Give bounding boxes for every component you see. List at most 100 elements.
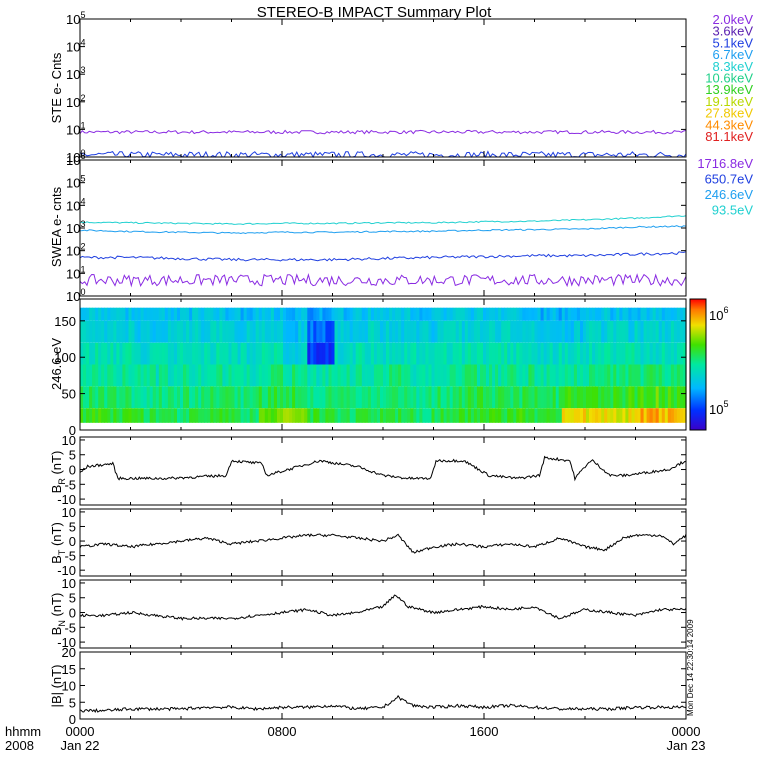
pad-cell [367, 408, 372, 423]
pad-cell [434, 342, 439, 365]
pad-cell [161, 342, 166, 365]
pad-cell [183, 320, 187, 343]
pad-cell [410, 342, 414, 365]
pad-cell [452, 320, 457, 343]
pad-cell [283, 364, 287, 387]
pad-cell [140, 342, 145, 365]
pad-cell [407, 307, 411, 321]
pad-cell [540, 364, 545, 387]
ste-legend-item: 6.7keV [713, 47, 754, 62]
pad-cell [204, 408, 208, 423]
pad-cell [352, 342, 357, 365]
pad-cell [207, 342, 211, 365]
pad-cell [561, 342, 566, 365]
pad-cell [661, 307, 666, 321]
bmag-ylabel: |B| (nT) [49, 665, 64, 708]
pad-cell [183, 364, 187, 387]
pad-cell [155, 364, 160, 387]
pad-cell [325, 307, 329, 321]
pad-cell [292, 408, 296, 423]
pad-cell [364, 307, 369, 321]
pad-cell [573, 320, 578, 343]
pad-cell [480, 307, 484, 321]
pad-cell [486, 408, 490, 423]
pad-cell [131, 307, 136, 321]
pad-cell [301, 342, 305, 365]
pad-cell [434, 320, 439, 343]
pad-cell [546, 307, 551, 321]
pad-cell [555, 408, 560, 423]
pad-cell [86, 408, 90, 423]
pad-cell [310, 342, 314, 365]
pad-cell [83, 364, 87, 387]
pad-cell [486, 320, 490, 343]
pad-cell [613, 342, 617, 365]
pad-cell [598, 320, 602, 343]
pad-cell [604, 386, 608, 409]
pad-cell [331, 342, 336, 365]
pad-cell [146, 320, 151, 343]
pad-cell [640, 307, 645, 321]
pad-cell [607, 364, 611, 387]
pad-cell [613, 408, 617, 423]
pad-cell [119, 364, 123, 387]
pad-cell [658, 342, 663, 365]
pad-cell [170, 408, 175, 423]
pad-cell [264, 342, 269, 365]
pad-cell [422, 307, 426, 321]
pad-cell [101, 364, 105, 387]
pad-cell [655, 408, 660, 423]
pad-cell [422, 386, 426, 409]
pad-cell [510, 307, 514, 321]
pad-cell [219, 386, 223, 409]
pad-cell [104, 364, 108, 387]
pad-cell [125, 307, 129, 321]
pad-cell [598, 408, 602, 423]
pad-cell [549, 307, 554, 321]
pad-cell [392, 307, 396, 321]
pad-cell [286, 320, 290, 343]
pad-cell [504, 342, 508, 365]
br-ytick-label: -10 [57, 492, 76, 507]
pad-cell [540, 342, 545, 365]
pad-cell [252, 386, 257, 409]
pad-cell [622, 342, 626, 365]
pad-cell [380, 408, 384, 423]
pad-cell [383, 386, 387, 409]
pad-cell [289, 386, 293, 409]
pad-cell [122, 307, 126, 321]
pad-cell [373, 320, 378, 343]
pad-cell [258, 342, 263, 365]
pad-cell [201, 386, 205, 409]
pad-cell [170, 342, 175, 365]
pad-cell [540, 307, 545, 321]
pad-cell [401, 364, 405, 387]
pad-cell [431, 342, 436, 365]
bn-ytick-label: 5 [69, 591, 76, 606]
pad-cell [361, 320, 366, 343]
pad-cell [361, 364, 366, 387]
pad-cell [583, 408, 587, 423]
pad-cell [455, 342, 460, 365]
pad-cell [410, 364, 414, 387]
pad-cell [507, 320, 511, 343]
pad-cell [625, 408, 629, 423]
pad-cell [304, 386, 308, 409]
pad-cell [422, 408, 426, 423]
pad-cell [492, 320, 496, 343]
pad-cell [525, 364, 529, 387]
colorbar-low-label: 105 [709, 399, 728, 417]
pad-cell [225, 342, 229, 365]
pad-cell [346, 320, 351, 343]
pitch-angle-panel: 246.6 eV 0 50 100 150 [49, 298, 687, 438]
pad-cell [413, 307, 417, 321]
pad-cell [416, 386, 420, 409]
pad-cell [395, 342, 399, 365]
pad-cell [355, 408, 360, 423]
bn-frame [79, 579, 687, 649]
pad-cell [307, 386, 311, 409]
pad-cell [625, 386, 629, 409]
pad-cell [207, 307, 211, 321]
pad-cell [213, 364, 217, 387]
pad-cell [167, 342, 172, 365]
